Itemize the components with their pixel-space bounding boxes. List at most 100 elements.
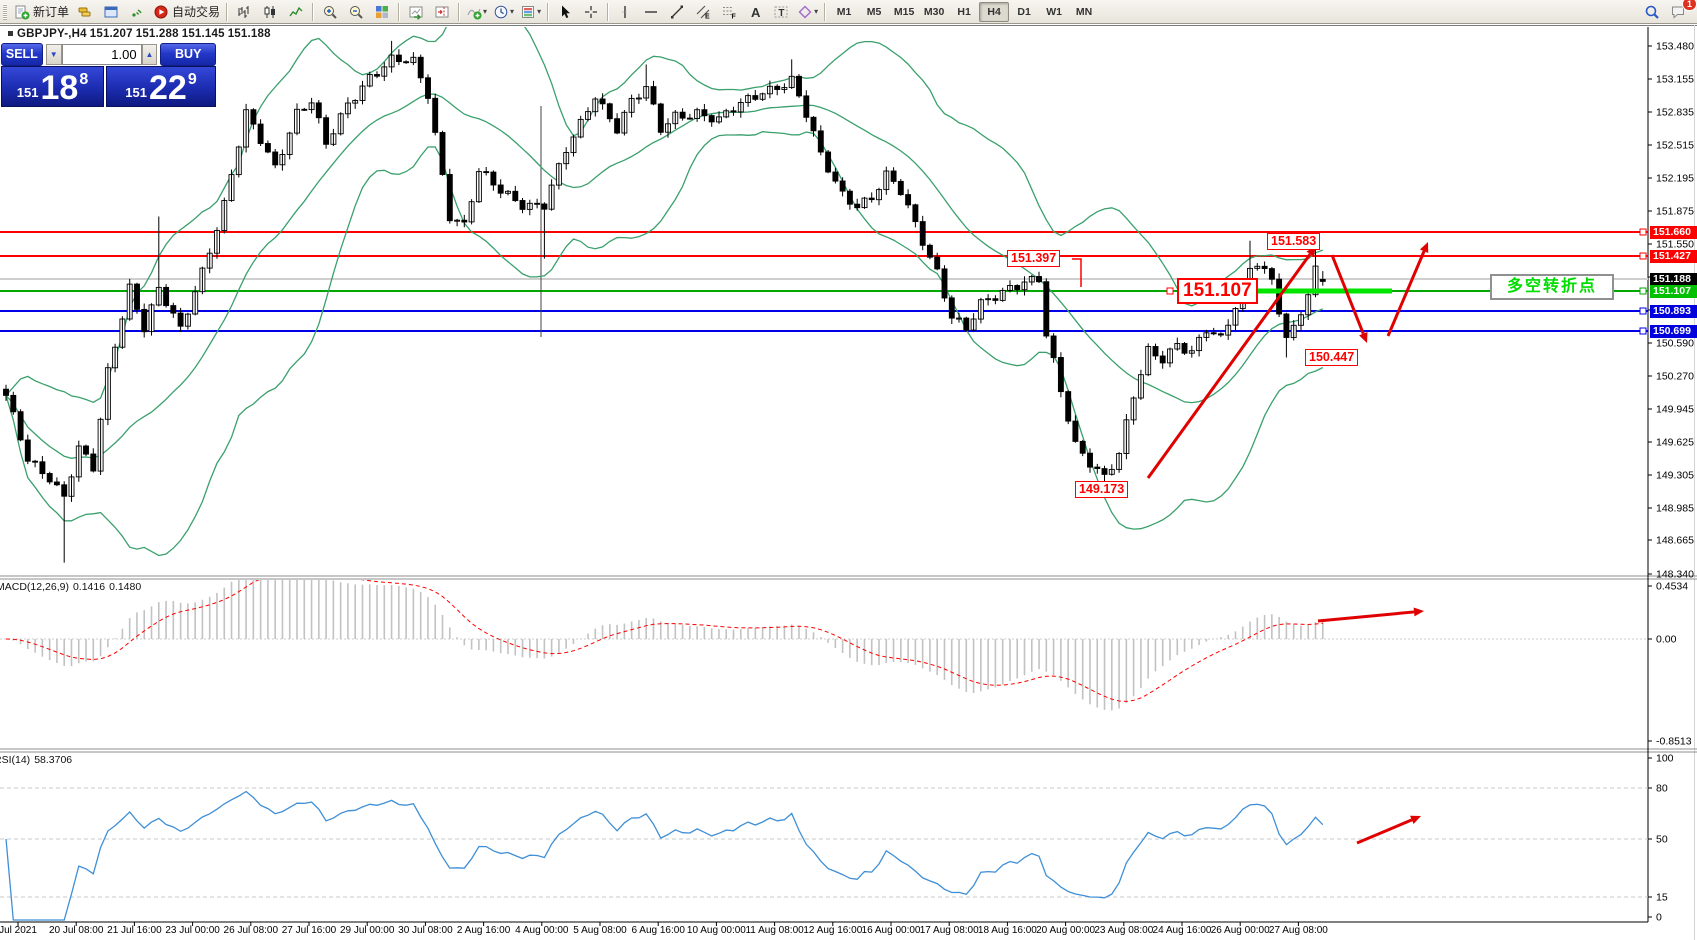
time-axis-label: 26 Aug 00:00 (1210, 925, 1270, 936)
trendline-icon (669, 4, 685, 20)
line-selection-handle[interactable] (1639, 307, 1647, 315)
chat-icon[interactable]: 1 (1665, 0, 1697, 23)
buy-price-prefix: 151 (125, 85, 147, 100)
sell-price-display[interactable]: 151 18 8 (1, 66, 104, 107)
price-axis-chip: 150.699 (1650, 325, 1697, 338)
time-axis-label: 20 Jul 08:00 (48, 925, 104, 936)
price-tick-label: 150.590 (1656, 338, 1694, 350)
bar-chart-icon (236, 4, 252, 20)
buy-price-display[interactable]: 151 22 9 (106, 66, 216, 107)
timeframe-button-h4[interactable]: H4 (979, 1, 1010, 22)
price-tick-label: 152.835 (1656, 107, 1694, 119)
trendline-tool-icon[interactable] (664, 1, 690, 23)
timeframe-button-m5[interactable]: M5 (866, 5, 882, 18)
time-axis-label: 27 Aug 08:00 (1268, 925, 1328, 936)
pivot-level-segment[interactable] (1253, 288, 1392, 294)
trend-arrows (1146, 242, 1429, 845)
channel-tool-icon[interactable]: E (690, 1, 716, 23)
line-selection-handle[interactable] (1639, 327, 1647, 335)
volume-decrease-button[interactable]: ▼ (45, 43, 62, 65)
channel-icon: E (695, 4, 711, 20)
timeframe-button-m15[interactable]: M15 (893, 5, 915, 18)
toolbar-separator (312, 2, 315, 21)
autotrade-button[interactable]: 自动交易 (150, 1, 223, 23)
label-tool-icon[interactable]: T (768, 1, 794, 23)
toolbar: 新订单 自动交易 ▾ ▾ ▾ E F A T ▾ M1 M5 M15 M30 H1 H4 D1 W1 MN 1 (0, 0, 1697, 24)
time-axis-label: 10 Aug 00:00 (686, 925, 746, 936)
indicators-icon[interactable]: ▾ (463, 1, 490, 23)
timeframe-button-w1[interactable]: W1 (1046, 5, 1062, 18)
cursor-icon[interactable] (552, 1, 578, 23)
zoom-out-icon[interactable] (343, 1, 369, 23)
candle-chart-icon[interactable] (257, 1, 283, 23)
auto-scroll-icon[interactable] (403, 1, 429, 23)
volume-input[interactable] (61, 43, 142, 65)
auto-scroll-icon (408, 4, 424, 20)
line-chart-icon[interactable] (283, 1, 309, 23)
time-axis-label: 29 Jul 00:00 (339, 925, 395, 936)
trend-arrow[interactable] (1146, 253, 1312, 479)
volume-increase-button[interactable]: ▲ (141, 43, 158, 65)
depth-of-market-icon[interactable] (72, 1, 98, 23)
rsi-value: 58.3706 (34, 754, 73, 766)
hline-tool-icon[interactable] (638, 1, 664, 23)
turning-point-textbox[interactable]: 多空转折点 (1490, 274, 1614, 300)
price-tick-label: 152.195 (1656, 173, 1694, 185)
shapes-tool-icon[interactable]: ▾ (794, 1, 821, 23)
macd-indicator-label: MACD(12,26,9) 0.1416 0.1480 (0, 581, 142, 593)
fibonacci-tool-icon[interactable]: F (716, 1, 742, 23)
price-tag-149173[interactable]: 149.173 (1075, 481, 1129, 498)
price-tag-151583[interactable]: 151.583 (1267, 233, 1321, 250)
macd-value: 0.1416 (72, 581, 106, 593)
price-axis-chip: 150.893 (1650, 305, 1697, 318)
templates-icon[interactable]: ▾ (517, 1, 544, 23)
trend-arrow[interactable] (1386, 250, 1426, 337)
timeframe-button-m30[interactable]: M30 (923, 5, 945, 18)
toolbar-handle[interactable] (3, 3, 7, 20)
timeframe-button-h1[interactable]: H1 (957, 5, 971, 18)
chart-shift-icon[interactable] (429, 1, 455, 23)
chevron-down-icon: ▾ (510, 7, 515, 16)
timeframe-button-d1[interactable]: D1 (1017, 5, 1031, 18)
vline-icon (617, 4, 633, 20)
window-frame-top (0, 25, 1697, 26)
indicators-icon (466, 4, 482, 20)
periods-icon[interactable]: ▾ (490, 1, 517, 23)
trend-arrow[interactable] (1317, 610, 1415, 623)
bullish-candles (68, 54, 1319, 497)
text-tool-icon[interactable]: A (742, 1, 768, 23)
price-tag-151397[interactable]: 151.397 (1007, 250, 1061, 267)
trend-arrow[interactable] (1330, 254, 1365, 335)
sell-price-pip: 8 (79, 71, 89, 88)
bar-chart-icon[interactable] (231, 1, 257, 23)
rsi-axis-label: 50 (1656, 834, 1668, 846)
vline-tool-icon[interactable] (612, 1, 638, 23)
price-tag-150447[interactable]: 150.447 (1305, 349, 1359, 366)
price-tick-label: 149.305 (1656, 470, 1694, 482)
line-selection-handle[interactable] (1639, 287, 1647, 295)
buy-price-pip: 9 (187, 71, 197, 88)
time-axis-label: 5 Aug 08:00 (573, 925, 627, 936)
window-icon (103, 4, 119, 20)
zoom-in-icon[interactable] (317, 1, 343, 23)
window-frame-right (1694, 25, 1695, 940)
trend-arrow[interactable] (1356, 818, 1413, 845)
signals-icon[interactable] (124, 1, 150, 23)
tile-windows-icon[interactable] (369, 1, 395, 23)
line-selection-handle[interactable] (1639, 228, 1647, 236)
clock-icon (493, 4, 509, 20)
timeframe-button-m1[interactable]: M1 (836, 5, 852, 18)
crosshair-icon[interactable] (578, 1, 604, 23)
market-watch-icon[interactable] (98, 1, 124, 23)
timeframe-button-mn[interactable]: MN (1075, 5, 1093, 18)
line-selection-handle[interactable] (1639, 252, 1647, 260)
buy-button[interactable]: BUY (160, 42, 217, 66)
new-order-button[interactable]: 新订单 (11, 1, 72, 23)
sell-button[interactable]: SELL (1, 42, 43, 66)
chart-title: GBPJPY-,H4 151.207 151.288 151.145 151.188 (8, 28, 274, 40)
search-icon[interactable] (1639, 1, 1665, 23)
price-tag-151107[interactable]: 151.107 (1177, 278, 1258, 304)
chart-shift-icon (434, 4, 450, 20)
